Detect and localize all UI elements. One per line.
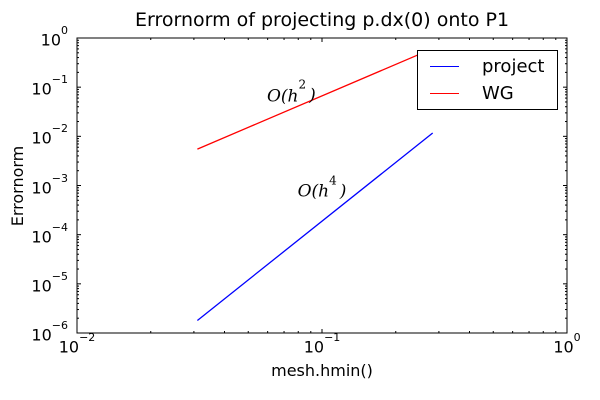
x-tick-label: 100 — [553, 331, 581, 357]
legend-line-sample — [430, 93, 459, 94]
y-tick-label: 10−3 — [31, 171, 68, 197]
y-axis-label: Errornorm — [8, 145, 27, 227]
series-line-WG — [197, 52, 424, 150]
x-tick-label: 10−1 — [303, 331, 341, 357]
series-line-project — [196, 132, 434, 321]
chart-title: Errornorm of projecting p.dx(0) onto P1 — [134, 9, 510, 31]
legend-line-sample — [430, 66, 459, 67]
legend-entry: WG — [418, 80, 557, 107]
y-tick-label: 100 — [40, 24, 68, 50]
order-annotation: O(h2) — [266, 78, 316, 107]
legend-label: project — [482, 55, 545, 77]
x-tick-label: 10−2 — [58, 331, 96, 357]
legend: project WG — [417, 50, 558, 110]
y-tick-label: 10−4 — [31, 220, 68, 246]
order-annotation: O(h4) — [297, 173, 347, 202]
y-tick-label: 10−2 — [31, 122, 68, 148]
y-tick-label: 10−5 — [31, 269, 68, 296]
legend-entry: project — [418, 53, 557, 80]
y-tick-label: 10−1 — [31, 73, 68, 99]
y-tick-label: 10−6 — [31, 319, 68, 345]
x-axis-label: mesh.hmin() — [271, 361, 373, 380]
legend-label: WG — [482, 82, 514, 104]
